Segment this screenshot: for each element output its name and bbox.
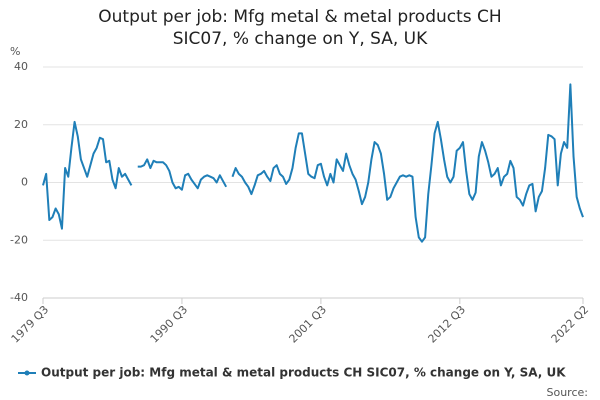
y-tick-label: -20 [10, 233, 28, 246]
legend-label: Output per job: Mfg metal & metal produc… [41, 366, 566, 380]
legend-marker [24, 370, 30, 376]
x-tick-label: 1979 Q3 [9, 303, 52, 346]
x-tick-label: 2012 Q3 [426, 303, 469, 346]
y-axis-label: % [10, 45, 20, 58]
data-line [42, 83, 584, 243]
chart-title: Output per job: Mfg metal & metal produc… [98, 7, 502, 49]
x-tick-label: 2001 Q3 [287, 303, 330, 346]
y-tick-label: 40 [14, 60, 28, 73]
x-tick-label: 2022 Q2 [549, 303, 592, 346]
y-tick-label: 0 [21, 176, 28, 189]
x-tick-label: 1990 Q3 [148, 303, 191, 346]
y-tick-label: -40 [10, 291, 28, 304]
y-tick-label: 20 [14, 118, 28, 131]
source: Source: [547, 386, 589, 399]
